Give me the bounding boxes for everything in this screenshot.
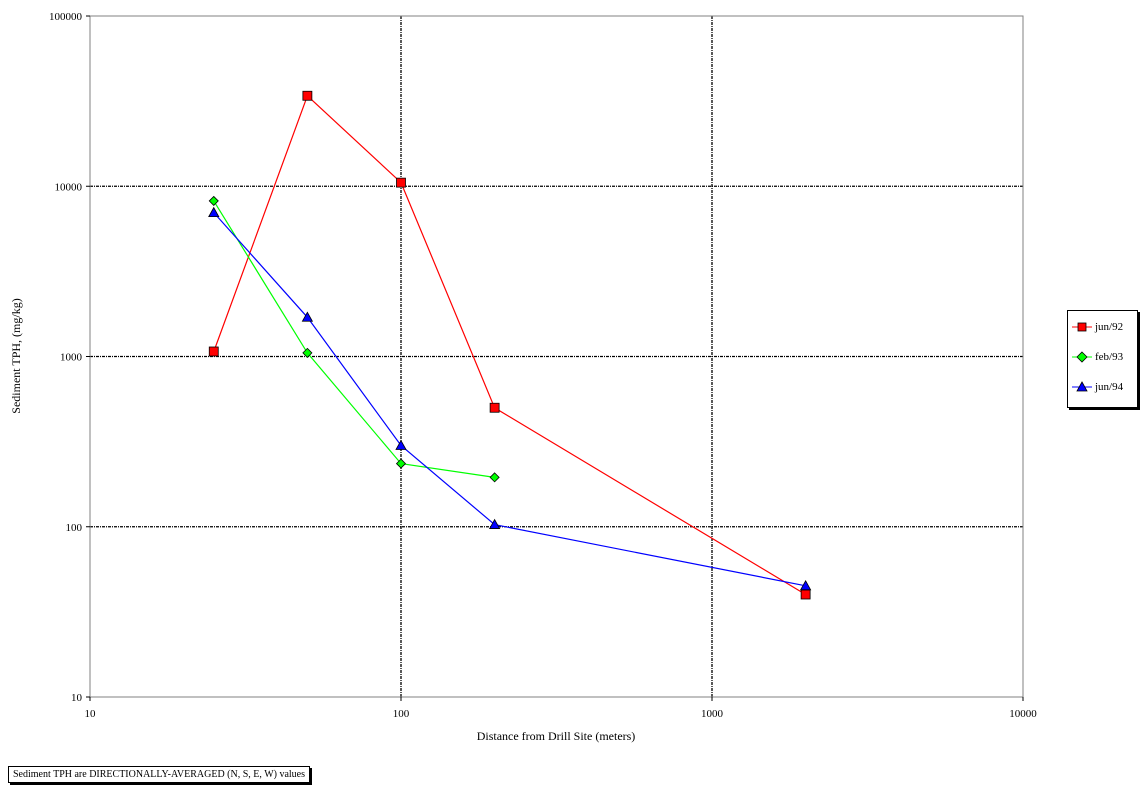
data-point — [800, 589, 811, 600]
footnote-box: Sediment TPH are DIRECTIONALLY-AVERAGED … — [8, 766, 311, 783]
data-point — [301, 311, 314, 322]
legend-item-jun-92: jun/92 — [1068, 317, 1137, 337]
data-point — [396, 177, 406, 188]
y-tick-label: 100 — [66, 522, 83, 534]
triangle-marker-icon — [1072, 381, 1092, 392]
data-point — [395, 439, 407, 450]
data-point — [302, 347, 313, 358]
legend: jun/92 feb/93 jun/94 — [1067, 310, 1138, 408]
y-tick-label: 10 — [71, 692, 83, 704]
diamond-marker-icon — [1072, 351, 1092, 363]
data-point — [302, 90, 313, 101]
legend-label: feb/93 — [1095, 351, 1124, 363]
series-jun-92 — [208, 90, 811, 600]
y-tick-label: 10000 — [55, 181, 83, 193]
legend-item-jun-94: jun/94 — [1068, 377, 1137, 397]
y-axis-ticks: 10 100 1000 10000 100000 — [49, 11, 90, 704]
legend-item-feb-93: feb/93 — [1068, 347, 1137, 367]
x-axis-label: Distance from Drill Site (meters) — [477, 729, 636, 743]
data-point — [395, 458, 407, 469]
x-axis-ticks: 10 100 1000 10000 — [85, 697, 1037, 720]
y-tick-label: 1000 — [60, 352, 83, 364]
data-point — [208, 195, 219, 206]
y-tick-label: 100000 — [49, 11, 83, 23]
y-axis-label: Sediment TPH, (mg/kg) — [9, 298, 23, 413]
data-point — [208, 346, 219, 357]
series-line — [213, 212, 806, 587]
data-point — [489, 472, 500, 483]
square-marker-icon — [1072, 322, 1092, 332]
x-tick-label: 1000 — [701, 708, 724, 720]
grid — [90, 16, 1023, 697]
legend-label: jun/94 — [1095, 381, 1124, 393]
series-jun-94 — [208, 206, 812, 591]
data-point — [799, 579, 812, 591]
data-point — [208, 206, 220, 218]
x-tick-label: 10000 — [1009, 708, 1037, 720]
data-point — [489, 402, 500, 413]
x-tick-label: 10 — [85, 708, 97, 720]
x-tick-label: 100 — [393, 708, 410, 720]
data-point — [488, 518, 501, 529]
legend-label: jun/92 — [1095, 321, 1124, 333]
series-feb-93 — [208, 195, 500, 483]
series-line — [213, 200, 495, 478]
series-layer — [208, 90, 812, 600]
